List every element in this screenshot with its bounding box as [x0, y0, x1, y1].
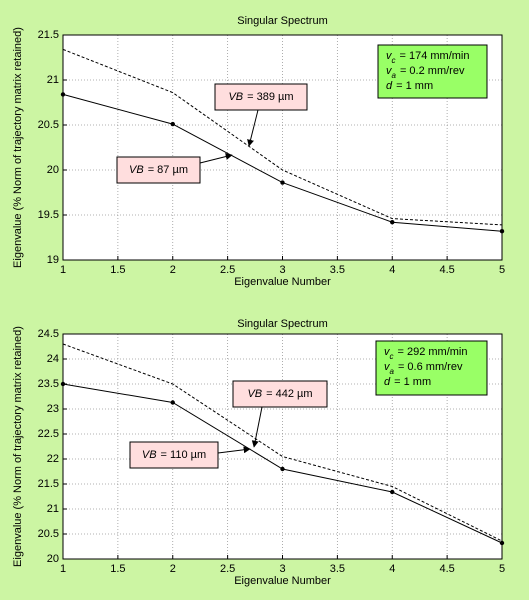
- x-tick-label: 4.5: [439, 264, 454, 276]
- annotation-part: VB: [228, 91, 243, 103]
- x-tick-label: 5: [499, 264, 505, 276]
- parameter-part: = 0.6 mm/rev: [398, 361, 463, 373]
- data-point: [60, 381, 66, 387]
- x-axis-label: Eigenvalue Number: [234, 575, 331, 587]
- annotation-part: = 442 µm: [266, 388, 312, 400]
- parameter: vc = 174 mm/min: [386, 50, 470, 65]
- parameter-part: = 1 mm: [394, 376, 431, 388]
- y-tick-label: 22.5: [38, 428, 59, 440]
- y-axis-label: Eigenvalue (% Norm of trajectory matrix …: [12, 326, 24, 567]
- series-line: [62, 48, 503, 226]
- annotation-arrow: [251, 406, 263, 448]
- x-tick-label: 4: [389, 264, 395, 276]
- annotation-part: = 87 µm: [148, 164, 188, 176]
- annotation-part: VB: [129, 164, 144, 176]
- parameter-part: = 292 mm/min: [398, 346, 468, 358]
- annotation-box: [116, 156, 201, 184]
- annotation-part: = 389 µm: [247, 91, 293, 103]
- data-point: [499, 229, 505, 234]
- data-point: [60, 92, 66, 97]
- x-tick-label: 2.5: [220, 264, 235, 276]
- x-tick-label: 3.5: [330, 264, 345, 276]
- parameter-part: c: [392, 56, 396, 65]
- x-tick-label: 3.5: [330, 563, 345, 575]
- parameter-part: v: [384, 361, 391, 373]
- x-axis-label: Eigenvalue Number: [234, 276, 331, 288]
- data-point: [170, 400, 175, 405]
- parameter-part: d: [384, 376, 391, 388]
- y-tick-label: 20.5: [38, 528, 59, 540]
- y-tick-label: 23.5: [38, 378, 59, 390]
- parameter-part: v: [384, 346, 391, 358]
- data-point: [390, 220, 395, 225]
- parameter: va = 0.2 mm/rev: [386, 65, 465, 80]
- x-tick-label: 4: [389, 563, 395, 575]
- data-point: [280, 466, 285, 472]
- data-point: [499, 540, 505, 546]
- parameter-box: [377, 44, 488, 99]
- y-tick-label: 22: [47, 453, 59, 465]
- y-tick-label: 24: [47, 353, 59, 365]
- y-tick-label: 20: [47, 164, 59, 176]
- parameter: vc = 292 mm/min: [384, 346, 468, 361]
- y-axis-label: Eigenvalue (% Norm of trajectory matrix …: [12, 27, 24, 268]
- x-tick-label: 2: [170, 563, 176, 575]
- x-tick-label: 3: [279, 264, 285, 276]
- x-tick-label: 1.5: [110, 264, 125, 276]
- chart-title: Singular Spectrum: [237, 15, 328, 27]
- parameter-part: = 174 mm/min: [400, 50, 470, 62]
- x-tick-label: 4.5: [439, 563, 454, 575]
- y-tick-label: 21: [47, 74, 59, 86]
- annotation-arrow: [247, 109, 259, 147]
- annotation-arrow: [199, 153, 233, 164]
- parameter-part: v: [386, 50, 393, 62]
- y-tick-label: 20.5: [38, 119, 59, 131]
- y-tick-label: 23: [47, 403, 59, 415]
- annotation-arrow: [217, 446, 251, 454]
- x-tick-label: 2.5: [220, 563, 235, 575]
- data-point: [280, 180, 285, 185]
- plot-frame: [62, 34, 503, 261]
- y-tick-label: 19.5: [38, 209, 59, 221]
- parameter-part: d: [386, 80, 393, 92]
- parameter-part: = 1 mm: [396, 80, 433, 92]
- annotation: VB = 442 µm: [247, 388, 312, 400]
- y-tick-label: 21.5: [38, 29, 59, 41]
- y-tick-label: 20: [47, 553, 59, 565]
- parameter-part: c: [390, 352, 394, 361]
- annotation: VB = 389 µm: [228, 91, 293, 103]
- parameter-part: a: [390, 367, 395, 376]
- x-tick-label: 3: [279, 563, 285, 575]
- annotation-box: [214, 83, 308, 111]
- y-tick-label: 19: [47, 254, 59, 266]
- x-tick-label: 2: [170, 264, 176, 276]
- y-tick-label: 21: [47, 503, 59, 515]
- annotation: VB = 110 µm: [142, 449, 206, 461]
- annotation-part: VB: [142, 449, 157, 461]
- data-point: [390, 489, 395, 495]
- y-tick-label: 21.5: [38, 478, 59, 490]
- series-line: [62, 343, 503, 542]
- annotation: VB = 87 µm: [129, 164, 188, 176]
- x-tick-label: 1: [60, 563, 66, 575]
- annotation-box: [232, 380, 328, 408]
- parameter: va = 0.6 mm/rev: [384, 361, 463, 376]
- chart-title: Singular Spectrum: [237, 318, 328, 330]
- y-tick-label: 24.5: [38, 328, 59, 340]
- x-tick-label: 5: [499, 563, 505, 575]
- annotation-part: = 110 µm: [161, 449, 207, 461]
- x-tick-label: 1.5: [110, 563, 125, 575]
- parameter-box: [375, 340, 488, 396]
- annotation-part: VB: [247, 388, 262, 400]
- parameter-part: v: [386, 65, 393, 77]
- parameter-part: a: [392, 71, 397, 80]
- parameter-part: = 0.2 mm/rev: [400, 65, 465, 77]
- parameter: d = 1 mm: [384, 376, 431, 388]
- plot-frame: [62, 333, 503, 560]
- data-point: [170, 121, 175, 127]
- x-tick-label: 1: [60, 264, 66, 276]
- annotation-box: [129, 441, 219, 469]
- parameter: d = 1 mm: [386, 80, 433, 92]
